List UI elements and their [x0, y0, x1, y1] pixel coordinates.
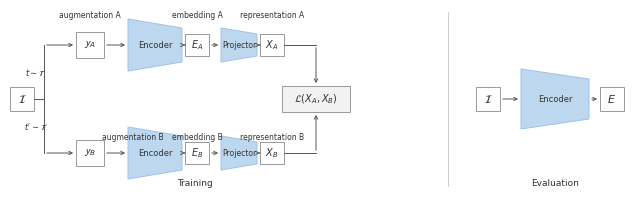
Text: $\mathcal{I}$: $\mathcal{I}$	[484, 93, 492, 105]
Text: $X_B$: $X_B$	[266, 146, 278, 160]
Text: augmentation B: augmentation B	[102, 133, 164, 143]
Text: Training: Training	[177, 179, 213, 188]
Polygon shape	[128, 127, 182, 179]
Text: $\mathcal{L}(X_A, X_B)$: $\mathcal{L}(X_A, X_B)$	[294, 92, 338, 106]
FancyBboxPatch shape	[10, 87, 34, 111]
Text: Encoder: Encoder	[138, 148, 172, 157]
Text: Encoder: Encoder	[138, 41, 172, 50]
FancyBboxPatch shape	[476, 87, 500, 111]
FancyBboxPatch shape	[600, 87, 624, 111]
FancyBboxPatch shape	[76, 32, 104, 58]
Polygon shape	[221, 28, 257, 62]
Text: $t \sim \mathcal{T}$: $t \sim \mathcal{T}$	[25, 68, 47, 78]
Text: $E$: $E$	[607, 93, 616, 105]
Text: Projector: Projector	[222, 148, 256, 157]
Text: augmentation A: augmentation A	[59, 10, 121, 19]
Text: representation A: representation A	[240, 10, 304, 19]
FancyBboxPatch shape	[185, 34, 209, 56]
Text: Projector: Projector	[222, 41, 256, 50]
Polygon shape	[221, 136, 257, 170]
Polygon shape	[521, 69, 589, 129]
Text: Evaluation: Evaluation	[531, 179, 579, 188]
Text: $X_A$: $X_A$	[266, 38, 278, 52]
FancyBboxPatch shape	[260, 142, 284, 164]
FancyBboxPatch shape	[282, 86, 350, 112]
FancyBboxPatch shape	[185, 142, 209, 164]
Text: $E_A$: $E_A$	[191, 38, 203, 52]
Polygon shape	[128, 19, 182, 71]
Text: $t' \sim \mathcal{T}$: $t' \sim \mathcal{T}$	[24, 121, 48, 131]
Text: representation B: representation B	[240, 133, 304, 143]
Text: embedding A: embedding A	[172, 10, 223, 19]
FancyBboxPatch shape	[260, 34, 284, 56]
Text: $\mathcal{I}$: $\mathcal{I}$	[18, 93, 26, 105]
FancyBboxPatch shape	[76, 140, 104, 166]
Text: $\mathcal{y}_B$: $\mathcal{y}_B$	[84, 148, 96, 159]
Text: $\mathcal{y}_A$: $\mathcal{y}_A$	[84, 39, 96, 50]
Text: embedding B: embedding B	[172, 133, 222, 143]
Text: Encoder: Encoder	[538, 94, 572, 104]
Text: $E_B$: $E_B$	[191, 146, 203, 160]
